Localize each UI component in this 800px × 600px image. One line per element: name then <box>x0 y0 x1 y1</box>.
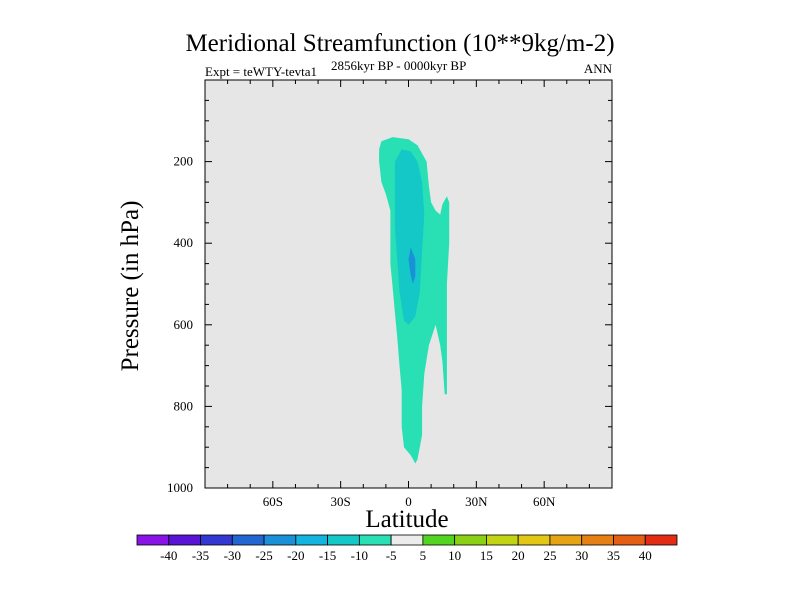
plot-frame <box>204 79 613 489</box>
colorbar-swatch <box>581 534 614 546</box>
y-tick-label: 400 <box>174 235 194 250</box>
colorbar-label: -30 <box>224 548 241 563</box>
colorbar-labels: -40 -35 -30 -25 -20 -15 -10 -5 5 10 15 20 25 30 35 40 <box>160 548 652 563</box>
chart-title: Meridional Streamfunction (10**9kg/m-2) <box>185 30 615 57</box>
y-tick-label: 1000 <box>167 480 193 495</box>
colorbar-label: -15 <box>319 548 336 563</box>
colorbar-swatch <box>231 534 265 546</box>
y-tick-label: 200 <box>174 154 194 169</box>
contour-region-1 <box>394 149 425 325</box>
season-label: ANN <box>583 61 612 76</box>
colorbar-label: -25 <box>255 548 272 563</box>
colorbar-swatch <box>613 534 646 546</box>
colorbar-swatch <box>390 534 424 546</box>
colorbar-label: 25 <box>543 548 556 563</box>
colorbar-swatch <box>200 534 233 546</box>
colorbar-label: -40 <box>160 548 177 563</box>
colorbar-swatch <box>295 534 328 546</box>
colorbar-label: 30 <box>575 548 588 563</box>
colorbar-swatch <box>263 534 297 546</box>
contour-region-2 <box>408 247 416 284</box>
y-axis-label: Pressure (in hPa) <box>117 200 144 372</box>
colorbar-swatch <box>327 534 360 546</box>
colorbar-swatch <box>136 534 170 546</box>
colorbar-label: 40 <box>639 548 652 563</box>
x-tick-labels: 60S 30S 0 30N 60N <box>263 494 556 509</box>
colorbar-swatch <box>486 534 519 546</box>
colorbar-swatch <box>644 534 678 546</box>
x-tick-label: 30S <box>331 494 351 509</box>
colorbar-swatch <box>549 534 583 546</box>
colorbar-label: 10 <box>448 548 461 563</box>
colorbar-label: 15 <box>480 548 493 563</box>
colorbar-label: -20 <box>287 548 304 563</box>
colorbar-swatch <box>422 534 456 546</box>
colorbar-swatch <box>454 534 487 546</box>
x-tick-label: 30N <box>465 494 488 509</box>
y-tick-label: 600 <box>174 317 194 332</box>
x-axis-label: Latitude <box>365 506 449 533</box>
x-tick-label: 60N <box>533 494 556 509</box>
y-tick-label: 800 <box>174 398 194 413</box>
colorbar-label: -5 <box>386 548 397 563</box>
colorbar-swatch <box>168 534 201 546</box>
colorbar-swatch <box>517 534 551 546</box>
contour-fills <box>379 137 450 464</box>
x-tick-label: 60S <box>263 494 283 509</box>
colorbar-label: -10 <box>351 548 368 563</box>
colorbar-label: 5 <box>420 548 427 563</box>
x-tick-label: 0 <box>405 494 412 509</box>
colorbar-label: -35 <box>192 548 209 563</box>
colorbar-swatch <box>358 534 392 546</box>
colorbar <box>136 534 678 546</box>
y-tick-labels: 200 400 600 800 1000 <box>167 154 193 495</box>
experiment-label: Expt = teWTY-tevta1 <box>205 64 318 79</box>
colorbar-label: 20 <box>512 548 525 563</box>
axis-ticks <box>204 79 613 489</box>
colorbar-label: 35 <box>607 548 620 563</box>
time-range-label: 2856kyr BP - 0000kyr BP <box>331 58 467 73</box>
